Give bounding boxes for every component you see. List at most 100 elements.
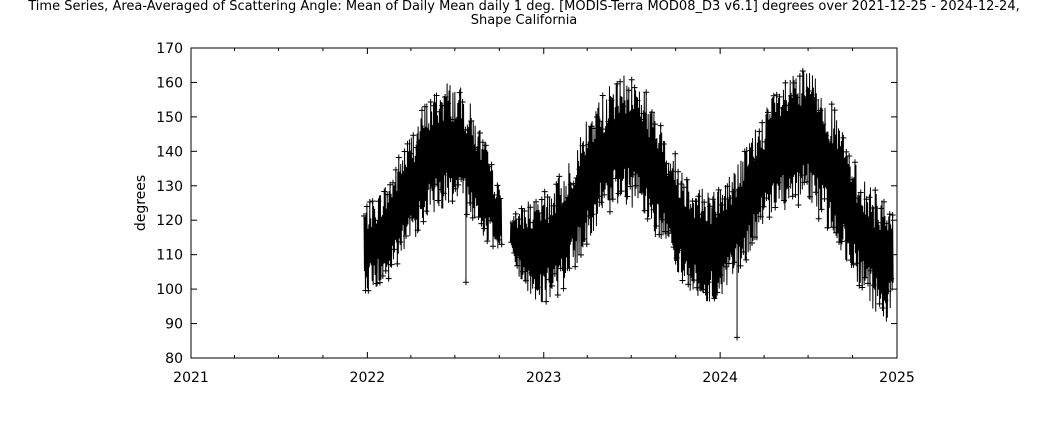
- data-point-marker: [740, 248, 747, 255]
- data-point-marker: [517, 254, 524, 261]
- data-point-marker: [743, 256, 750, 263]
- data-point-marker: [515, 216, 522, 223]
- data-point-marker: [381, 188, 388, 195]
- data-point-marker: [407, 150, 414, 157]
- y-tick-label: 110: [156, 248, 183, 264]
- data-point-marker: [756, 128, 763, 135]
- data-point-marker: [753, 155, 760, 162]
- data-point-marker: [508, 239, 515, 246]
- data-point-marker: [437, 186, 444, 193]
- data-point-marker: [788, 92, 795, 99]
- data-point-marker: [589, 211, 596, 218]
- data-point-marker: [750, 156, 757, 163]
- data-point-marker: [651, 121, 658, 128]
- data-point-marker: [620, 103, 627, 110]
- data-point-marker: [482, 142, 489, 149]
- data-point-marker: [622, 113, 629, 120]
- data-point-marker: [683, 176, 690, 183]
- data-point-marker: [417, 203, 424, 210]
- data-point-marker: [592, 198, 599, 205]
- data-point-marker: [575, 220, 582, 227]
- y-tick-label: 160: [156, 75, 183, 91]
- data-point-marker: [722, 263, 729, 270]
- data-point-marker: [410, 132, 417, 139]
- data-point-marker: [540, 269, 547, 276]
- data-point-marker: [360, 212, 367, 219]
- data-point-marker: [624, 193, 631, 200]
- data-point-marker: [446, 171, 453, 178]
- data-point-marker: [372, 217, 379, 224]
- data-point-marker: [462, 126, 469, 133]
- data-point-marker: [650, 206, 657, 213]
- data-point-marker: [718, 201, 725, 208]
- data-point-marker: [400, 219, 407, 226]
- data-point-marker: [817, 107, 824, 114]
- data-point-marker: [741, 148, 748, 155]
- data-point-marker: [786, 172, 793, 179]
- data-point-marker: [576, 166, 583, 173]
- data-point-marker: [389, 179, 396, 186]
- data-point-marker: [533, 198, 540, 205]
- data-point-marker: [418, 107, 425, 114]
- data-point-marker: [628, 76, 635, 83]
- data-point-marker: [537, 268, 544, 275]
- data-point-marker: [449, 198, 456, 205]
- data-point-marker: [382, 267, 389, 274]
- data-point-marker: [376, 279, 383, 286]
- data-point-marker: [474, 146, 481, 153]
- data-point-marker: [559, 204, 566, 211]
- x-tick-label: 2023: [526, 370, 562, 386]
- data-point-marker: [889, 212, 896, 219]
- data-point-marker: [699, 286, 706, 293]
- data-point-marker: [682, 257, 689, 264]
- data-point-marker: [641, 207, 648, 214]
- data-point-marker: [560, 285, 567, 292]
- data-point-marker: [599, 92, 606, 99]
- data-point-marker: [811, 97, 818, 104]
- data-point-marker: [815, 215, 822, 222]
- data-point-marker: [411, 214, 418, 221]
- data-point-marker: [870, 282, 877, 289]
- data-point-marker: [709, 196, 716, 203]
- data-point-marker: [857, 189, 864, 196]
- data-point-marker: [827, 196, 834, 203]
- data-point-marker: [712, 211, 719, 218]
- data-point-marker: [725, 260, 732, 267]
- data-point-marker: [494, 182, 501, 189]
- data-point-marker: [369, 198, 376, 205]
- x-tick-label: 2025: [879, 370, 915, 386]
- data-point-marker: [763, 195, 770, 202]
- data-point-marker: [760, 203, 767, 210]
- data-point-marker: [770, 92, 777, 99]
- data-point-marker: [717, 271, 724, 278]
- data-point-marker: [821, 195, 828, 202]
- data-point-marker: [427, 99, 434, 106]
- data-point-marker: [782, 79, 789, 86]
- data-point-marker: [528, 269, 535, 276]
- data-point-marker: [582, 155, 589, 162]
- data-point-marker: [762, 138, 769, 145]
- data-point-marker: [724, 183, 731, 190]
- data-point-marker: [818, 206, 825, 213]
- data-point-marker: [841, 222, 848, 229]
- data-point-marker: [546, 276, 553, 283]
- data-point-marker: [644, 215, 651, 222]
- data-point-marker: [809, 169, 816, 176]
- data-point-marker: [677, 181, 684, 188]
- data-point-marker: [847, 257, 854, 264]
- data-point-marker: [779, 104, 786, 111]
- data-point-marker: [445, 100, 452, 107]
- data-point-marker: [405, 211, 412, 218]
- y-tick-label: 140: [156, 144, 183, 160]
- data-point-marker: [667, 227, 674, 234]
- data-point-marker: [420, 218, 427, 225]
- data-point-marker: [524, 227, 531, 234]
- data-point-marker: [820, 121, 827, 128]
- data-point-marker: [452, 185, 459, 192]
- data-point-marker: [596, 118, 603, 125]
- data-point-marker: [365, 287, 372, 294]
- axis-layer: 80 90 100 110 120 130 140 150 160 170 2021 2022 2023…: [156, 41, 915, 386]
- data-point-marker: [775, 179, 782, 186]
- chart-title: Time Series, Area-Averaged of Scattering…: [0, 0, 1048, 28]
